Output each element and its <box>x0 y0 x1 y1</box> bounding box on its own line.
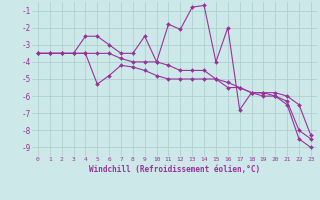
X-axis label: Windchill (Refroidissement éolien,°C): Windchill (Refroidissement éolien,°C) <box>89 165 260 174</box>
